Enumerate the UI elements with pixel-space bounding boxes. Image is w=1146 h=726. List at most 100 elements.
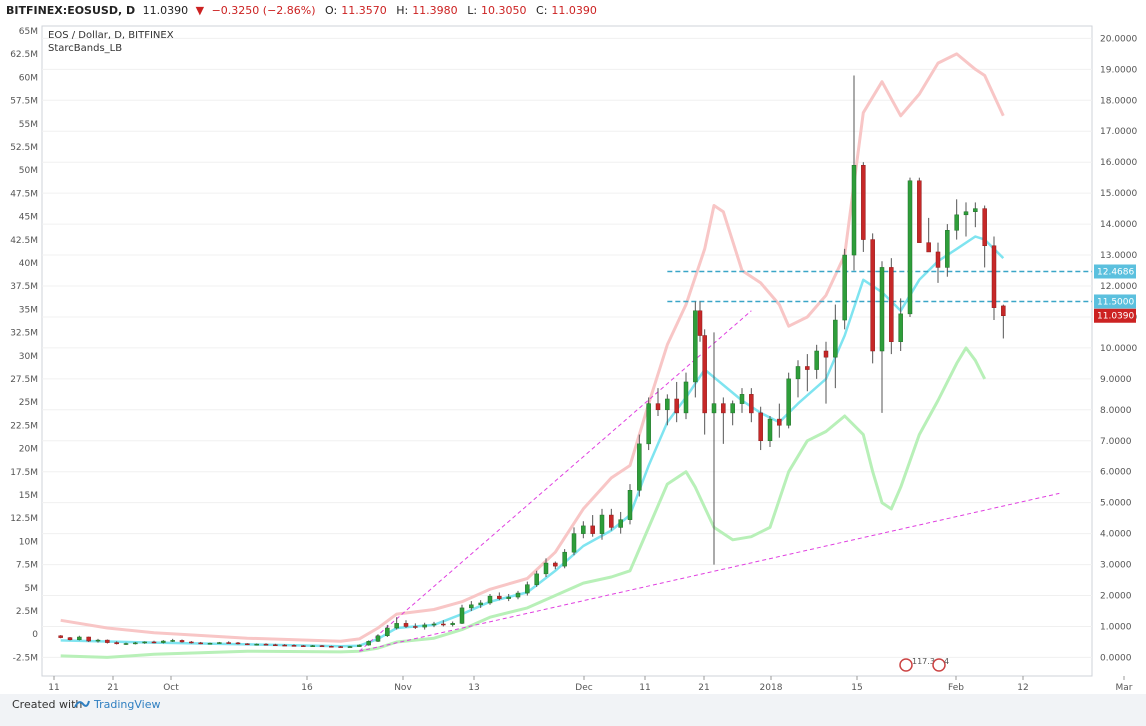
x-axis-tick: 15 [851, 683, 862, 693]
candle [898, 313, 903, 342]
candle [133, 642, 138, 645]
right-axis-tick: 10.0000 [1100, 344, 1137, 354]
left-axis-tick: 0 [32, 630, 38, 640]
candle [105, 639, 110, 643]
left-axis-tick: 57.5M [10, 97, 38, 107]
candle [58, 635, 63, 638]
candle [795, 366, 801, 380]
candle [86, 636, 91, 642]
candle [366, 641, 371, 646]
candle [189, 641, 194, 644]
chart-area[interactable]: 65M 62.5M 60M 57.5M 55M 52.5M 50M 47.5M 45M 42.5M… [0, 22, 1146, 694]
candle [571, 533, 577, 553]
candle [907, 180, 913, 315]
x-axis-tick: 16 [301, 683, 313, 693]
left-axis-tick: -2.5M [13, 653, 38, 663]
candle [67, 637, 73, 641]
left-axis-tick: 30M [19, 352, 38, 362]
right-axis-tick: 4.0000 [1100, 530, 1132, 540]
candle [618, 519, 623, 528]
candle [627, 490, 633, 520]
candle [347, 646, 353, 648]
x-axis-tick: Dec [575, 683, 592, 693]
left-axis-tick: 37.5M [10, 282, 38, 292]
candle [637, 443, 642, 491]
flag-icon[interactable] [899, 658, 913, 672]
candle [758, 412, 763, 442]
candle [711, 403, 717, 414]
created-with-label: Created with [12, 698, 83, 711]
candle [375, 635, 381, 642]
candle [889, 267, 894, 342]
candle [562, 551, 567, 567]
right-axis-tick: 19.0000 [1100, 65, 1137, 75]
candle [77, 636, 82, 641]
left-axis-tick: 62.5M [10, 50, 38, 60]
candle [478, 602, 483, 606]
candle [319, 645, 325, 647]
left-axis-tick: 15M [19, 491, 38, 501]
candle [842, 254, 847, 321]
candle [329, 646, 334, 648]
candle [963, 211, 969, 216]
left-axis-tick: 45M [19, 213, 38, 223]
left-axis-tick: 22.5M [10, 421, 38, 431]
left-axis-tick: 55M [19, 120, 38, 130]
candle [245, 643, 250, 646]
x-axis-tick: 21 [107, 683, 118, 693]
price-chart[interactable]: 65M62.5M60M57.5M55M52.5M50M47.5M45M42.5M… [0, 22, 1146, 694]
candle [730, 403, 735, 414]
candle [123, 643, 129, 645]
right-axis-tick: 6.0000 [1100, 468, 1132, 478]
candle [506, 596, 511, 599]
candle [767, 418, 773, 442]
x-axis-tick: Oct [163, 683, 179, 693]
right-axis-tick: 13.0000 [1100, 251, 1137, 261]
candle [301, 645, 306, 647]
price-change: −0.3250 (−2.86%) [211, 4, 316, 17]
candle [310, 645, 315, 647]
candle [805, 366, 810, 370]
left-axis-tick: 5M [25, 584, 39, 594]
candle [534, 573, 539, 585]
candle [151, 641, 157, 644]
candle [1001, 305, 1006, 316]
candle [543, 562, 549, 575]
symbol-header: BITFINEX:EOSUSD, D 11.0390 ▼ −0.3250 (−2… [0, 0, 1146, 22]
right-axis-tick: 18.0000 [1100, 96, 1137, 106]
candle [114, 642, 119, 645]
candle [777, 418, 782, 426]
right-axis-tick: 2.0000 [1100, 592, 1132, 602]
high-label: H: [396, 4, 409, 17]
right-axis-tick: 7.0000 [1100, 437, 1132, 447]
event-flags[interactable]: 117.3 4 [899, 657, 949, 672]
candle [599, 514, 605, 534]
flag-icon[interactable] [932, 658, 946, 672]
right-axis-tick: 1.0000 [1100, 622, 1132, 632]
low-value: 10.3050 [481, 4, 527, 17]
right-axis-tick: 9.0000 [1100, 375, 1132, 385]
left-axis-tick: 35M [19, 305, 38, 315]
candle [851, 165, 857, 256]
candle [170, 640, 175, 642]
candle [515, 592, 521, 598]
candle [945, 230, 950, 268]
down-arrow-icon: ▼ [195, 4, 205, 17]
candle [674, 398, 679, 414]
tradingview-link[interactable]: TradingView [94, 698, 161, 711]
right-axis-tick: 5.0000 [1100, 499, 1132, 509]
candle [973, 208, 978, 212]
x-axis-tick: 13 [468, 683, 479, 693]
right-axis-tick: 14.0000 [1100, 220, 1137, 230]
right-axis-tick: 3.0000 [1100, 561, 1132, 571]
indicator-label: StarcBands_LB [48, 43, 122, 54]
left-axis-tick: 60M [19, 73, 38, 83]
x-axis-tick: 12 [1017, 683, 1028, 693]
candle [385, 627, 390, 637]
trend-line [359, 310, 752, 652]
left-axis-tick: 32.5M [10, 329, 38, 339]
candle [226, 642, 231, 644]
symbol-label[interactable]: BITFINEX:EOSUSD, D [6, 4, 136, 17]
candle [142, 641, 147, 644]
x-axis-tick: Nov [394, 683, 412, 693]
